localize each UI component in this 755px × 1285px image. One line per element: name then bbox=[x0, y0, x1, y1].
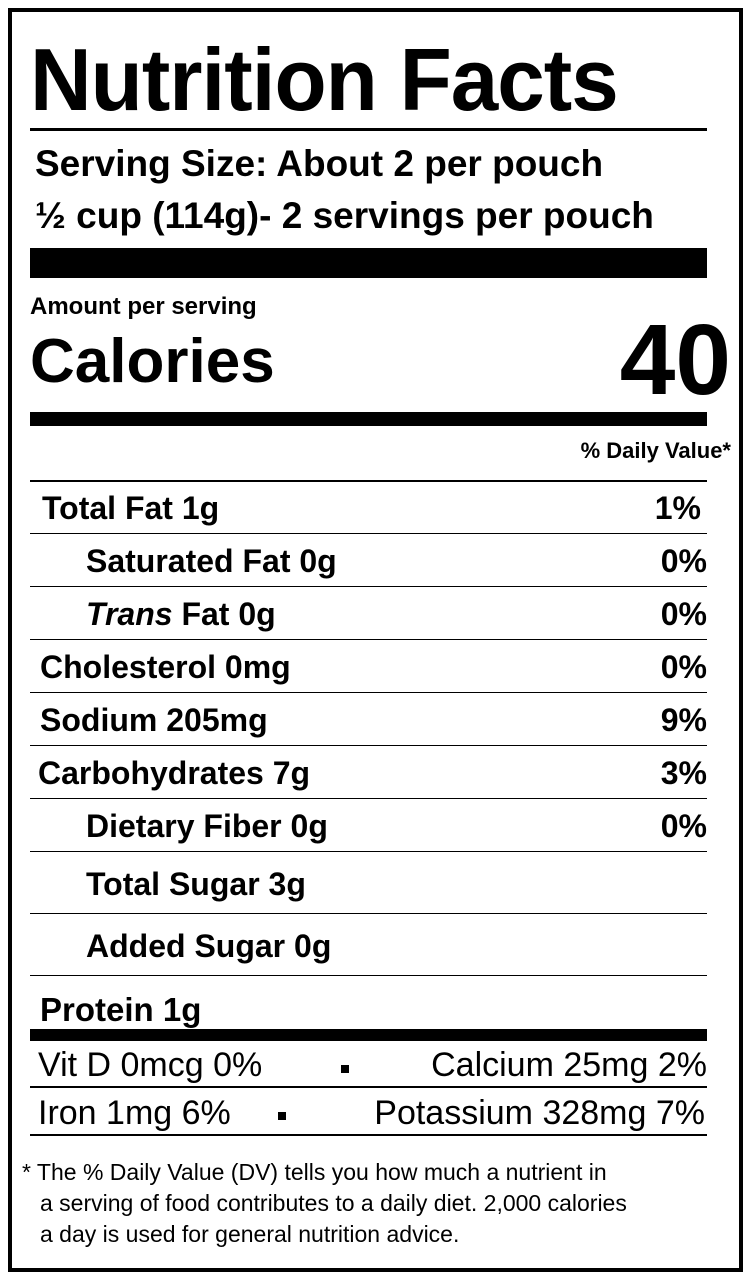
nutrient-amount: 0mg bbox=[224, 649, 291, 685]
nutrient-row-added-sugar: Added Sugar 0g bbox=[30, 914, 707, 976]
nutrient-amount: 0g bbox=[299, 543, 337, 579]
nutrient-label: Sodium bbox=[40, 702, 158, 738]
nutrient-row-saturated-fat: Saturated Fat 0g 0% bbox=[30, 534, 707, 587]
footnote-line: * The % Daily Value (DV) tells you how m… bbox=[22, 1159, 607, 1185]
nutrient-label: Total Fat bbox=[42, 490, 173, 526]
nutrient-label: Protein bbox=[40, 991, 154, 1028]
amount-per-serving: Amount per serving bbox=[30, 293, 257, 320]
nutrient-label: Carbohydrates bbox=[38, 755, 264, 791]
nutrient-dv: 9% bbox=[660, 702, 707, 738]
protein-divider bbox=[30, 1029, 707, 1041]
nutrition-label bbox=[8, 8, 743, 1272]
iron: Iron 1mg 6% bbox=[38, 1094, 231, 1132]
bullet-separator bbox=[341, 1065, 349, 1073]
footnote-line: a serving of food contributes to a daily… bbox=[40, 1190, 627, 1216]
potassium: Potassium 328mg 7% bbox=[374, 1094, 705, 1132]
nutrient-label: Added Sugar bbox=[86, 928, 286, 964]
nutrient-label-italic: Trans bbox=[86, 596, 173, 632]
nutrient-label: Saturated Fat bbox=[86, 543, 291, 579]
nutrient-dv: 1% bbox=[654, 490, 701, 526]
nutrient-dv: 0% bbox=[660, 596, 707, 632]
nutrient-label: Cholesterol bbox=[40, 649, 217, 685]
minerals-row-1: Vit D 0mcg 0% Calcium 25mg 2% bbox=[30, 1041, 707, 1088]
nutrient-label: Fat bbox=[181, 596, 230, 632]
nutrient-dv: 0% bbox=[660, 649, 707, 685]
bullet-separator bbox=[278, 1112, 286, 1120]
vitamin-d: Vit D 0mcg 0% bbox=[38, 1046, 263, 1084]
nutrient-amount: 1g bbox=[162, 991, 202, 1028]
nutrient-label: Dietary Fiber bbox=[86, 808, 282, 844]
dv-divider bbox=[30, 480, 707, 482]
label-title: Nutrition Facts bbox=[30, 30, 619, 129]
nutrient-dv: 0% bbox=[660, 808, 707, 844]
nutrient-amount: 0g bbox=[294, 928, 332, 964]
nutrient-amount: 3g bbox=[268, 866, 306, 902]
nutrient-row-sodium: Sodium 205mg 9% bbox=[30, 693, 707, 746]
nutrient-dv: 0% bbox=[660, 543, 707, 579]
nutrient-amount: 7g bbox=[272, 755, 311, 791]
nutrient-amount: 0g bbox=[290, 808, 328, 844]
footnote: * The % Daily Value (DV) tells you how m… bbox=[22, 1157, 712, 1250]
minerals-row-2: Iron 1mg 6% Potassium 328mg 7% bbox=[30, 1088, 707, 1136]
nutrient-label: Total Sugar bbox=[86, 866, 260, 902]
nutrient-row-total-sugar: Total Sugar 3g bbox=[30, 852, 707, 914]
nutrient-row-dietary-fiber: Dietary Fiber 0g 0% bbox=[30, 799, 707, 852]
nutrient-row-carbohydrates: Carbohydrates 7g 3% bbox=[30, 746, 707, 799]
nutrient-row-trans-fat: Trans Fat 0g 0% bbox=[30, 587, 707, 640]
calcium: Calcium 25mg 2% bbox=[431, 1046, 707, 1084]
nutrient-row-total-fat: Total Fat 1g 1% bbox=[30, 481, 707, 534]
calories-divider bbox=[30, 412, 707, 426]
calories-label: Calories bbox=[30, 327, 275, 396]
nutrient-amount: 205mg bbox=[166, 702, 268, 738]
footnote-line: a day is used for general nutrition advi… bbox=[40, 1221, 460, 1247]
nutrient-row-protein: Protein 1g bbox=[40, 990, 201, 1030]
nutrient-amount: 0g bbox=[238, 596, 276, 632]
nutrient-dv: 3% bbox=[660, 755, 707, 791]
calories-value: 40 bbox=[619, 304, 731, 416]
serving-size: Serving Size: About 2 per pouch bbox=[35, 143, 604, 184]
nutrient-amount: 1g bbox=[181, 490, 220, 526]
thick-divider bbox=[30, 248, 707, 278]
daily-value-header: % Daily Value* bbox=[580, 438, 731, 463]
nutrient-row-cholesterol: Cholesterol 0mg 0% bbox=[30, 640, 707, 693]
title-divider bbox=[30, 128, 707, 131]
serving-amount: ½ cup (114g)- 2 servings per pouch bbox=[35, 195, 654, 236]
